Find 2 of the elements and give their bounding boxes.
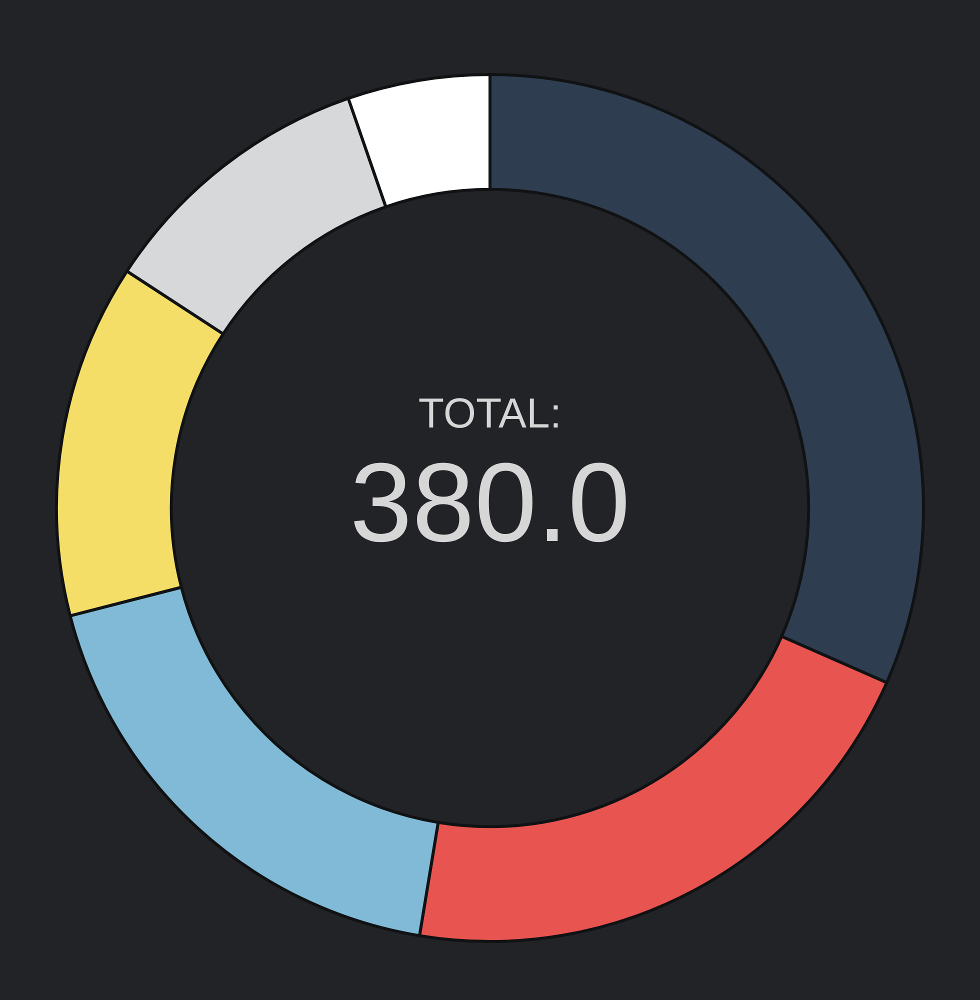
text: TOTAL: bbox=[418, 390, 562, 437]
text: 380.0 bbox=[350, 440, 630, 565]
